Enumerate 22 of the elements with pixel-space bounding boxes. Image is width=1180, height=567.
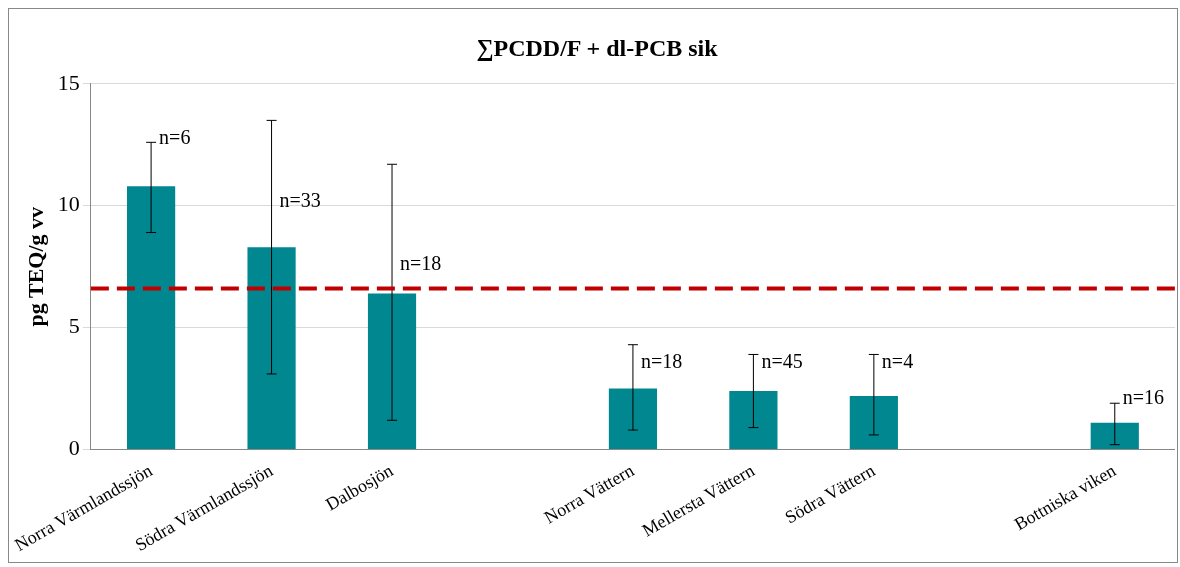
bar	[247, 247, 296, 450]
y-axis-title: pg TEQ/g vv	[23, 206, 49, 327]
bar	[608, 388, 658, 450]
annotation: n=16	[1122, 386, 1165, 409]
y-tick-label: 10	[57, 191, 80, 217]
bar	[849, 395, 898, 450]
y-tick-label: 5	[68, 313, 80, 339]
annotation: n=6	[159, 125, 191, 148]
annotation: n=45	[761, 349, 803, 372]
bar	[127, 186, 176, 450]
annotation: n=33	[279, 188, 321, 211]
chart-title: ∑PCDD/F + dl-PCB sik	[476, 34, 719, 62]
x-tick-label: Norra Vättern	[540, 460, 638, 528]
annotation: n=4	[881, 349, 914, 372]
x-tick-label: Södra Vättern	[781, 460, 879, 528]
y-tick-label: 0	[68, 435, 80, 461]
annotation: n=18	[640, 349, 683, 372]
bar	[367, 293, 417, 450]
bar	[729, 391, 778, 450]
bar	[1090, 422, 1139, 450]
annotation: n=18	[400, 252, 442, 275]
y-tick-label: 15	[57, 69, 80, 95]
